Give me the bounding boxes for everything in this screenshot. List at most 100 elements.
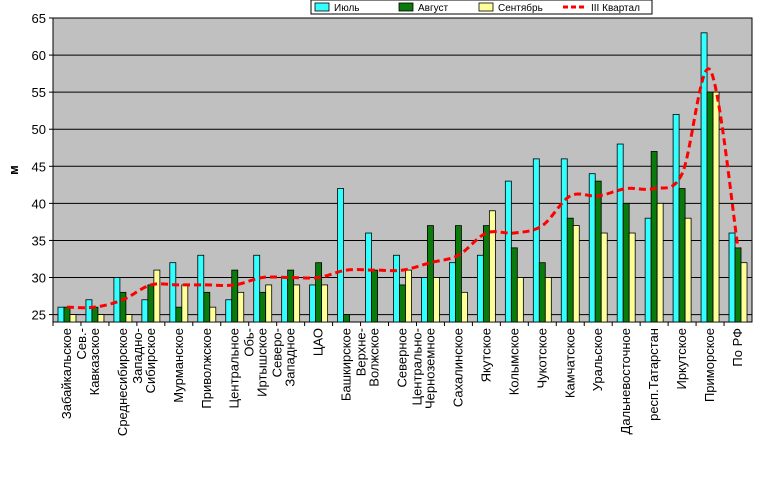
x-tick-label: Среднесибирское <box>115 328 130 436</box>
bar-Август-3 <box>147 284 155 323</box>
bar-Август-17 <box>538 262 546 323</box>
bar-Сентябрь-14 <box>461 291 468 323</box>
x-tick-label: Иркутское <box>674 328 689 390</box>
bar-Сентябрь-19 <box>600 232 608 323</box>
x-tick-label: Чукотское <box>534 328 549 389</box>
bar-Август-1 <box>91 306 99 323</box>
bar-Сентябрь-21 <box>656 202 664 323</box>
x-tick-label: Центрально-Черноземное <box>409 328 437 409</box>
bar-Август-6 <box>231 269 239 323</box>
bar-Август-12 <box>399 284 406 323</box>
legend-swatch-Август <box>398 2 414 12</box>
bar-Июль-7 <box>253 254 261 323</box>
bar-Июль-21 <box>644 217 652 323</box>
bar-Сентябрь-5 <box>209 306 217 323</box>
x-tick-label: Сев.-Кавказское <box>74 328 102 395</box>
bar-Июль-16 <box>504 180 512 323</box>
bar-Июль-11 <box>365 232 372 323</box>
bar-Июль-22 <box>672 113 680 323</box>
bar-Сентябрь-18 <box>572 225 580 323</box>
bar-Август-0 <box>63 306 71 323</box>
x-tick-label: По РФ <box>730 328 745 367</box>
bar-Август-21 <box>650 151 658 323</box>
y-tick-label: 25 <box>32 308 46 323</box>
x-tick-label: Мурманское <box>171 328 186 403</box>
y-tick-label: 40 <box>32 196 46 211</box>
x-tick-label: Обь-Иртышское <box>242 328 270 397</box>
bar-Сентябрь-23 <box>712 91 720 323</box>
bar-Август-4 <box>175 306 183 323</box>
bar-Август-5 <box>203 291 211 323</box>
x-tick-label: Забайкальское <box>59 328 74 419</box>
bar-Июль-1 <box>85 299 93 323</box>
bar-Август-24 <box>734 247 742 323</box>
bar-Сентябрь-17 <box>544 277 552 323</box>
x-tick-label: Сахалинское <box>450 328 465 407</box>
bar-Июль-5 <box>197 254 205 323</box>
bar-Август-2 <box>119 291 127 323</box>
bar-Сентябрь-12 <box>405 269 412 323</box>
legend-swatch-Сентябрь <box>478 2 494 12</box>
bar-Август-23 <box>706 91 714 323</box>
bar-Июль-18 <box>560 158 568 323</box>
x-tick-label: Дальневосточное <box>618 328 633 434</box>
legend-label-Август: Август <box>418 3 449 14</box>
axis-layer: 25 30 35 40 45 50 55 60 65 м Забайкальское Сев.-Кав… <box>6 11 745 436</box>
bar-Июль-4 <box>169 262 177 323</box>
y-tick-label: 50 <box>32 122 46 137</box>
bar-Июль-9 <box>309 284 317 323</box>
bar-Сентябрь-8 <box>293 284 301 323</box>
bar-Август-7 <box>259 291 267 323</box>
legend-swatch-Июль <box>314 2 330 12</box>
bar-Сентябрь-13 <box>433 277 440 323</box>
x-tick-label: Колымское <box>506 328 521 395</box>
bar-Июль-0 <box>57 306 65 323</box>
bar-Сентябрь-16 <box>516 277 524 323</box>
bar-Август-14 <box>455 225 462 323</box>
bar-Сентябрь-1 <box>97 314 105 323</box>
x-tick-label: Уральское <box>590 328 605 391</box>
bar-Сентябрь-22 <box>684 217 692 323</box>
x-tick-label: респ.Татарстан <box>646 328 661 421</box>
legend-label-III Квартал: III Квартал <box>591 3 640 14</box>
bar-Август-11 <box>371 269 378 323</box>
bar-Сентябрь-7 <box>265 284 273 323</box>
x-tick-label: Западно-Сибирское <box>130 328 158 393</box>
bar-Июль-3 <box>141 299 149 323</box>
legend-label-Сентябрь: Сентябрь <box>498 2 543 14</box>
x-tick-label: Центральное <box>227 328 242 408</box>
bar-Сентябрь-15 <box>488 210 496 323</box>
bar-Июль-6 <box>225 299 233 323</box>
bar-Июль-17 <box>532 158 540 323</box>
bar-Август-9 <box>315 262 323 323</box>
bar-Сентябрь-4 <box>181 284 189 323</box>
bar-Июль-13 <box>421 277 428 323</box>
bar-Июль-8 <box>281 277 289 323</box>
x-tick-label: Башкирское <box>339 328 354 401</box>
bar-Июль-10 <box>337 188 344 323</box>
bar-Август-16 <box>510 247 518 323</box>
x-tick-label: Приморское <box>702 328 717 402</box>
bar-Июль-20 <box>616 143 624 323</box>
y-tick-label: 65 <box>32 11 46 26</box>
series-line-III Квартал <box>66 67 740 310</box>
y-tick-label: 45 <box>32 159 46 174</box>
bar-Август-13 <box>427 225 434 323</box>
x-tick-label: Приволжское <box>199 328 214 409</box>
bar-Август-18 <box>566 217 574 323</box>
bar-Июль-15 <box>476 254 484 323</box>
bar-Август-10 <box>343 314 350 323</box>
y-tick-label: 60 <box>32 48 46 63</box>
bar-Июль-2 <box>113 277 121 323</box>
bar-Август-15 <box>482 225 490 323</box>
bar-Сентябрь-3 <box>153 269 161 323</box>
bars-layer <box>57 32 748 323</box>
bar-Сентябрь-2 <box>125 314 133 323</box>
x-tick-label: ЦАО <box>311 328 326 356</box>
line-layer <box>66 67 740 310</box>
y-axis-label: м <box>6 165 21 175</box>
bar-Сентябрь-20 <box>628 232 636 323</box>
bar-Июль-24 <box>728 232 736 323</box>
bar-Август-19 <box>594 180 602 323</box>
